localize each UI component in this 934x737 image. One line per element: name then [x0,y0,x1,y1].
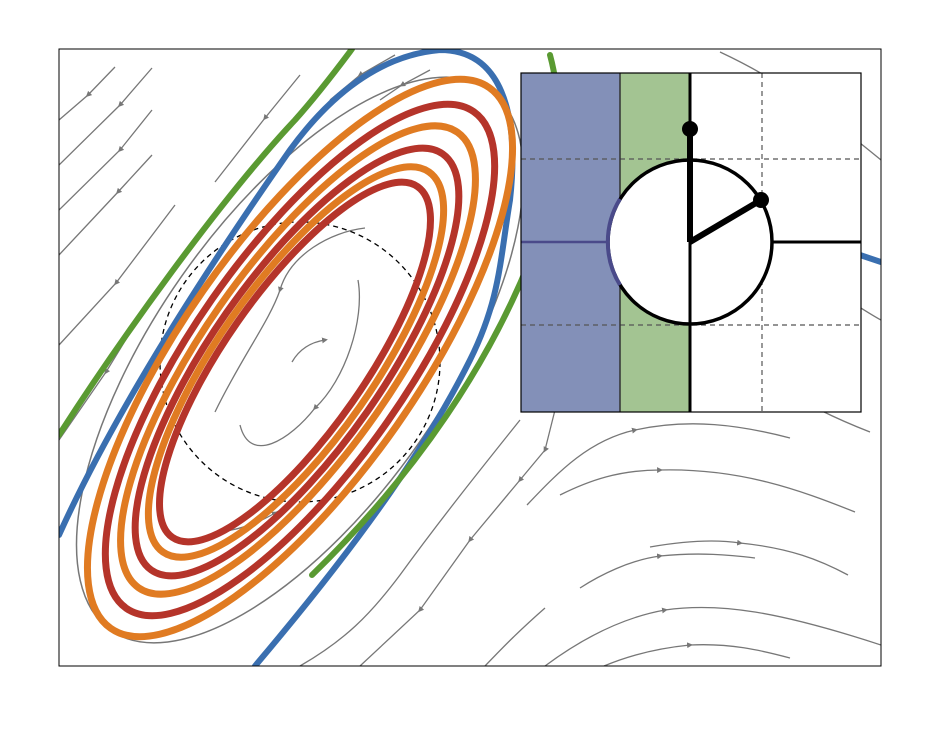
trajectory-blue [59,49,516,666]
inset-frame [520,72,862,413]
streamline [291,337,328,363]
inset-grid [521,73,861,412]
streamline [526,423,791,506]
inset-marker-top [682,121,698,137]
streamline [59,67,153,166]
streamline [819,409,871,433]
trajectory-orange-3 [144,163,448,561]
streamline [544,606,881,666]
trajectory-red-2 [131,144,463,580]
streamline [579,553,756,589]
trajectory-orange-2 [117,122,479,598]
streamline [649,539,849,576]
plot-frame [58,48,882,667]
streamline [559,467,856,513]
streamline [59,66,116,121]
inset-arm-diagonal [688,197,763,245]
trajectory-blue-right [857,252,881,265]
streamline [603,642,791,666]
trajectory-red-1 [101,100,499,620]
streamline [484,607,546,666]
streamline [239,279,361,447]
trajectory-green [59,49,355,438]
streamline [59,109,153,211]
inset-panel [520,72,862,413]
streamline [214,227,366,413]
trajectory-red-3 [156,178,434,546]
streamline [59,154,153,256]
inset-marker-right [753,192,769,208]
streamline [299,419,521,666]
streamline [59,204,176,346]
streamline [214,74,301,183]
trajectory-orange-1 [83,75,517,641]
